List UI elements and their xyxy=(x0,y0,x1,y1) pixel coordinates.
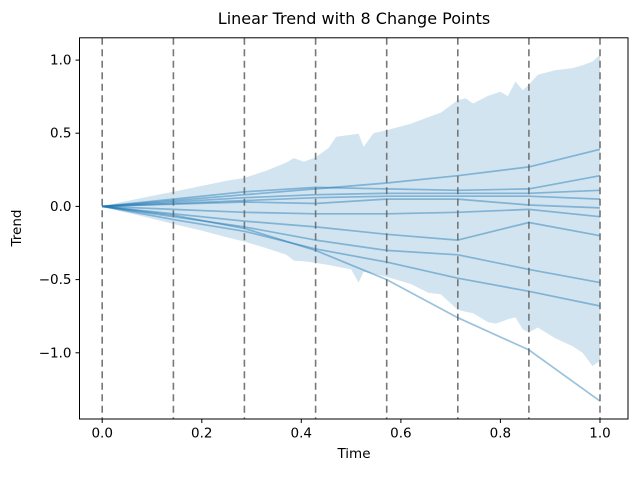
x-tick-label: 0.2 xyxy=(191,426,212,442)
y-tick-label: 0.5 xyxy=(50,126,71,142)
trend-sample-2 xyxy=(102,174,601,208)
x-tick-label: 0.8 xyxy=(490,426,511,442)
x-tick-label: 1.0 xyxy=(589,426,610,442)
trend-sample-10 xyxy=(102,205,601,402)
x-axis-label: Time xyxy=(337,446,371,462)
trend-sample-9 xyxy=(102,205,601,307)
y-tick-label: 0.0 xyxy=(50,199,71,215)
chart-title: Linear Trend with 8 Change Points xyxy=(217,9,491,28)
trend-sample-1 xyxy=(102,148,601,208)
trend-sample-7 xyxy=(102,205,601,241)
trend-sample-4 xyxy=(102,195,601,208)
y-tick-label: −0.5 xyxy=(39,272,72,288)
y-tick-label: −1.0 xyxy=(39,345,72,361)
axes-spines xyxy=(79,37,629,420)
trend-sample-3 xyxy=(102,189,601,208)
trend-sample-6 xyxy=(102,205,601,218)
x-tick-label: 0.4 xyxy=(291,426,312,442)
x-tick-label: 0.6 xyxy=(390,426,411,442)
y-tick-label: 1.0 xyxy=(50,53,71,69)
trend-sample-5 xyxy=(102,198,601,209)
y-axis-label: Trend xyxy=(9,209,25,247)
trend-sample-8 xyxy=(102,205,601,284)
x-tick-label: 0.0 xyxy=(91,426,112,442)
uncertainty-band xyxy=(102,54,600,367)
